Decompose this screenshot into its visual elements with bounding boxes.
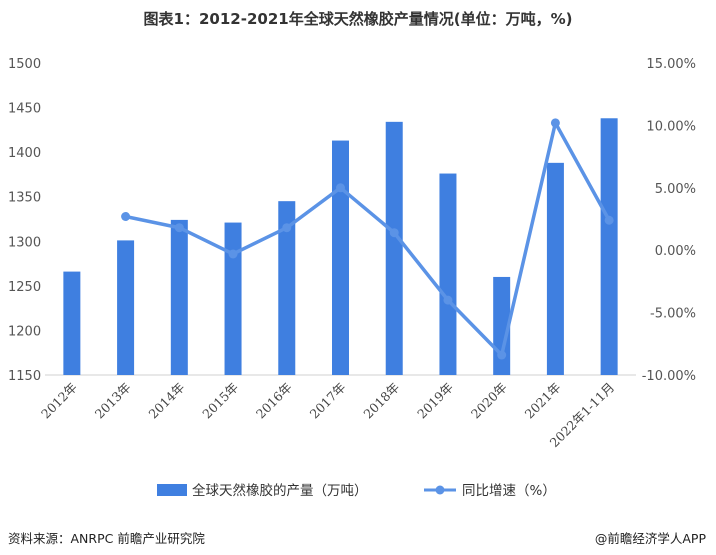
credit-note: @前瞻经济学人APP xyxy=(594,531,706,546)
bar xyxy=(600,118,618,376)
growth-point xyxy=(443,295,453,305)
x-tick-label: 2016年 xyxy=(253,380,295,422)
growth-point xyxy=(228,249,238,259)
bar xyxy=(439,173,457,375)
left-tick-label: 1300 xyxy=(8,235,41,250)
x-tick-label: 2013年 xyxy=(92,380,134,422)
growth-point xyxy=(604,215,614,225)
x-axis-ticks: 2012年 2013年 2014年 2015年 2016年 2017年 2018年 2019年… xyxy=(38,380,617,451)
bar xyxy=(546,162,564,375)
bar xyxy=(224,222,242,375)
x-tick-label: 2015年 xyxy=(199,380,241,422)
x-tick-label: 2019年 xyxy=(414,380,456,422)
bar xyxy=(63,271,81,375)
legend-bar-label: 全球天然橡胶的产量（万吨） xyxy=(192,482,368,499)
x-tick-label: 2014年 xyxy=(145,380,187,422)
left-tick-label: 1350 xyxy=(8,191,41,206)
left-tick-label: 1250 xyxy=(8,280,41,295)
x-tick-label: 2018年 xyxy=(360,380,402,422)
x-tick-label: 2021年 xyxy=(522,380,564,422)
left-tick-label: 1500 xyxy=(8,57,41,72)
legend-line-marker xyxy=(435,485,445,495)
legend-line-label: 同比增速（%） xyxy=(462,483,556,499)
line-series xyxy=(121,118,614,360)
left-axis-ticks: 1150 1200 1250 1300 1350 1400 1450 1500 xyxy=(8,57,41,384)
left-tick-label: 1400 xyxy=(8,146,41,161)
bar xyxy=(385,121,403,375)
left-tick-label: 1450 xyxy=(8,102,41,117)
right-tick-label: 5.00% xyxy=(655,182,696,197)
right-tick-label: -10.00% xyxy=(642,369,696,384)
right-tick-label: 15.00% xyxy=(646,57,696,72)
growth-point xyxy=(282,223,292,233)
source-note: 资料来源：ANRPC 前瞻产业研究院 xyxy=(8,531,205,546)
growth-line xyxy=(125,121,611,357)
bar xyxy=(278,201,296,375)
growth-point xyxy=(174,223,184,233)
bar xyxy=(170,219,188,375)
right-tick-label: -5.00% xyxy=(650,307,696,322)
legend: 全球天然橡胶的产量（万吨） 同比增速（%） xyxy=(157,482,556,499)
chart-title: 图表1：2012-2021年全球天然橡胶产量情况(单位：万吨，%) xyxy=(143,10,573,28)
x-tick-label: 2012年 xyxy=(38,380,80,422)
bar xyxy=(332,140,349,375)
growth-point xyxy=(497,350,507,360)
bar-series xyxy=(63,118,618,376)
left-tick-label: 1150 xyxy=(8,369,41,384)
x-tick-label: 2017年 xyxy=(307,380,349,422)
growth-point xyxy=(121,212,131,222)
legend-bar-swatch xyxy=(157,484,187,496)
growth-point xyxy=(550,118,560,128)
bar xyxy=(117,240,135,375)
growth-point xyxy=(336,183,345,193)
right-axis-ticks: -10.00% -5.00% 0.00% 5.00% 10.00% 15.00% xyxy=(642,57,696,384)
right-tick-label: 0.00% xyxy=(655,244,696,259)
right-tick-label: 10.00% xyxy=(646,119,696,134)
x-tick-label: 2020年 xyxy=(468,380,510,422)
growth-point xyxy=(389,228,399,238)
left-tick-label: 1200 xyxy=(8,324,41,339)
